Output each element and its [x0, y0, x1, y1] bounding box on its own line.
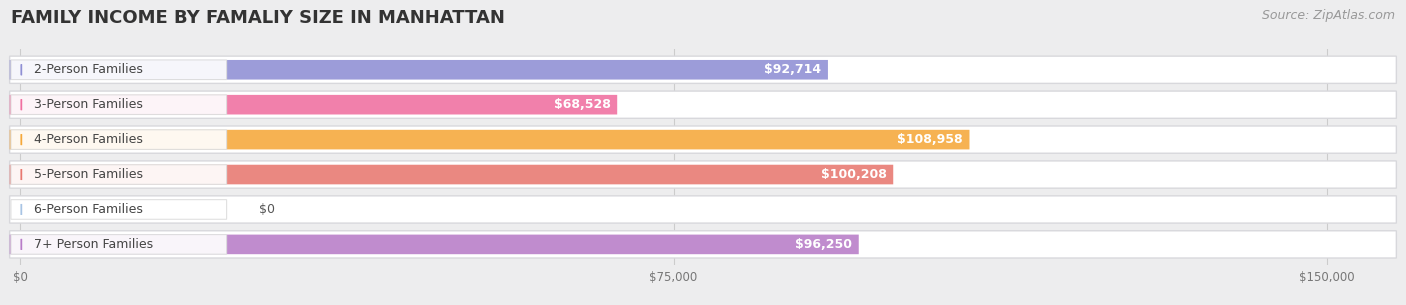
FancyBboxPatch shape — [10, 231, 1396, 258]
Text: $92,714: $92,714 — [765, 63, 821, 76]
Text: $108,958: $108,958 — [897, 133, 963, 146]
Text: 5-Person Families: 5-Person Families — [35, 168, 143, 181]
FancyBboxPatch shape — [10, 235, 859, 254]
Text: $96,250: $96,250 — [796, 238, 852, 251]
FancyBboxPatch shape — [10, 60, 828, 80]
FancyBboxPatch shape — [11, 235, 226, 254]
Text: 4-Person Families: 4-Person Families — [35, 133, 143, 146]
FancyBboxPatch shape — [10, 56, 1396, 83]
Text: Source: ZipAtlas.com: Source: ZipAtlas.com — [1261, 9, 1395, 22]
FancyBboxPatch shape — [10, 165, 893, 184]
FancyBboxPatch shape — [10, 130, 970, 149]
Text: 3-Person Families: 3-Person Families — [35, 98, 143, 111]
Text: 7+ Person Families: 7+ Person Families — [35, 238, 153, 251]
FancyBboxPatch shape — [11, 60, 226, 80]
Text: 6-Person Families: 6-Person Families — [35, 203, 143, 216]
FancyBboxPatch shape — [11, 200, 226, 219]
FancyBboxPatch shape — [10, 196, 1396, 223]
Text: $0: $0 — [259, 203, 276, 216]
FancyBboxPatch shape — [11, 95, 226, 114]
FancyBboxPatch shape — [10, 161, 1396, 188]
FancyBboxPatch shape — [10, 91, 1396, 118]
FancyBboxPatch shape — [11, 165, 226, 184]
Text: FAMILY INCOME BY FAMALIY SIZE IN MANHATTAN: FAMILY INCOME BY FAMALIY SIZE IN MANHATT… — [11, 9, 505, 27]
Text: $68,528: $68,528 — [554, 98, 610, 111]
Text: 2-Person Families: 2-Person Families — [35, 63, 143, 76]
FancyBboxPatch shape — [10, 95, 617, 114]
FancyBboxPatch shape — [11, 130, 226, 149]
Text: $100,208: $100,208 — [821, 168, 887, 181]
FancyBboxPatch shape — [10, 126, 1396, 153]
